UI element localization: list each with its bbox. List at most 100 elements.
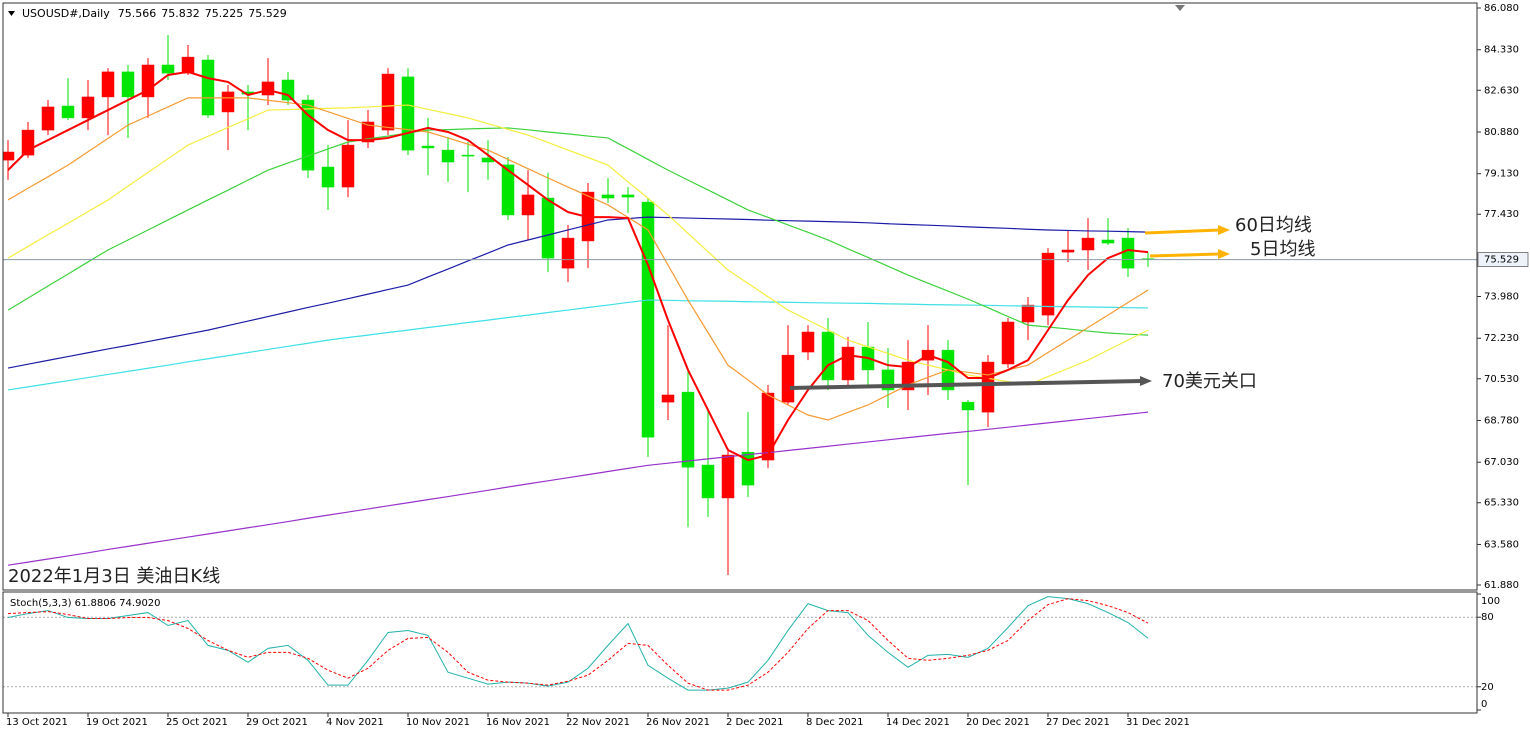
candle-body (1001, 321, 1015, 365)
x-tick-label: 29 Oct 2021 (246, 717, 308, 728)
header-close: 75.529 (248, 7, 287, 20)
moving-average (7, 104, 1149, 386)
candle-body (621, 194, 635, 198)
x-tick-label: 31 Dec 2021 (1126, 717, 1190, 728)
shift-marker (1175, 5, 1185, 11)
stoch-frame (2, 591, 1478, 714)
candle-body (801, 331, 815, 353)
candle-body (341, 144, 355, 188)
candle-body (1121, 237, 1135, 269)
annotation-arrowhead (1218, 249, 1230, 259)
annotation: 5日均线 (1250, 239, 1315, 260)
candle-body (41, 106, 55, 131)
x-tick-label: 27 Dec 2021 (1046, 717, 1110, 728)
candle-body (741, 451, 755, 486)
annotation-arrow (789, 379, 1143, 390)
stoch-line (7, 596, 1149, 691)
x-tick-label: 4 Nov 2021 (326, 717, 384, 728)
candle-body (561, 237, 575, 269)
y-tick-label: 72.230 (1484, 333, 1519, 344)
price-label: 75.529 (1484, 255, 1519, 266)
candle-body (541, 197, 555, 259)
y-tick-label: 61.880 (1484, 580, 1519, 591)
moving-average (7, 127, 1149, 336)
stoch-title: Stoch(5,3,3) 61.8806 74.9020 (10, 598, 161, 609)
candle-body (81, 96, 95, 119)
candle-body (181, 56, 195, 74)
candle-body (1021, 304, 1035, 323)
candle-body (101, 71, 115, 98)
candle-body (521, 194, 535, 216)
candle-body (501, 164, 515, 216)
price-label-box (1477, 252, 1529, 267)
candle-body (1101, 239, 1115, 244)
x-tick-label: 20 Dec 2021 (966, 717, 1030, 728)
y-tick-label: 67.030 (1484, 457, 1519, 468)
y-tick-label: 100 (1481, 596, 1500, 607)
y-tick-label: 68.780 (1484, 415, 1519, 426)
annotation-arrow (1149, 252, 1221, 258)
moving-average (7, 216, 1149, 369)
candle-body (681, 391, 695, 468)
candle-body (261, 81, 275, 96)
x-tick-label: 13 Oct 2021 (6, 717, 68, 728)
y-tick-label: 65.330 (1484, 498, 1519, 509)
symbol: USOUSD#,Daily (22, 7, 110, 20)
candle-body (821, 331, 835, 381)
x-tick-label: 25 Oct 2021 (166, 717, 228, 728)
header-open: 75.566 (118, 7, 157, 20)
candle-body (901, 361, 915, 391)
annotation: 60日均线 (1235, 215, 1312, 236)
x-tick-label: 8 Dec 2021 (806, 717, 864, 728)
moving-average (7, 411, 1149, 566)
candle-body (841, 346, 855, 381)
candle-body (701, 464, 715, 499)
stoch-plot (3, 596, 1477, 691)
candle-body (121, 71, 135, 98)
y-tick-label: 63.580 (1484, 539, 1519, 550)
main-plot (3, 34, 1477, 575)
overlay: 86.080 84.330 82.630 80.880 79.130 77.430 73.9… (6, 3, 1529, 728)
candle-body (1041, 252, 1055, 316)
candle-body (761, 392, 775, 461)
annotation: 70美元关口 (1162, 371, 1257, 392)
caption: 2022年1月3日 美油日K线 (8, 566, 220, 587)
y-tick-label: 80 (1481, 612, 1494, 623)
candle-body (1081, 237, 1095, 251)
moving-average (7, 70, 1149, 462)
candle-body (321, 166, 335, 188)
annotation-arrowhead (1140, 376, 1152, 386)
y-tick-label: 84.330 (1484, 45, 1519, 56)
main-frame (2, 2, 1478, 591)
candle-body (61, 105, 75, 119)
y-tick-label: 20 (1481, 682, 1494, 693)
candle-body (1061, 249, 1075, 253)
x-tick-label: 26 Nov 2021 (646, 717, 710, 728)
y-tick-label: 70.530 (1484, 374, 1519, 385)
x-tick-label: 14 Dec 2021 (886, 717, 950, 728)
header: USOUSD#,Daily 75.566 75.832 75.225 75.529 (22, 7, 287, 20)
y-tick-label: 73.980 (1484, 292, 1519, 303)
candle-body (381, 73, 395, 131)
y-tick-label: 79.130 (1484, 169, 1519, 180)
x-tick-label: 10 Nov 2021 (406, 717, 470, 728)
y-tick-label: 86.080 (1484, 3, 1519, 14)
candle-body (961, 401, 975, 411)
candle-body (281, 79, 295, 101)
x-tick-label: 19 Oct 2021 (86, 717, 148, 728)
annotation-arrowhead (1218, 225, 1230, 235)
header-high: 75.832 (161, 7, 200, 20)
candle-body (781, 354, 795, 403)
annotation-arrow (1144, 228, 1221, 235)
candle-body (641, 201, 655, 438)
candle-body (3, 151, 15, 161)
candle-body (721, 454, 735, 499)
candle-body (161, 64, 175, 74)
candle-body (201, 59, 215, 116)
x-tick-label: 16 Nov 2021 (486, 717, 550, 728)
x-tick-label: 22 Nov 2021 (566, 717, 630, 728)
moving-average (7, 299, 1149, 391)
x-tick-label: 2 Dec 2021 (726, 717, 784, 728)
